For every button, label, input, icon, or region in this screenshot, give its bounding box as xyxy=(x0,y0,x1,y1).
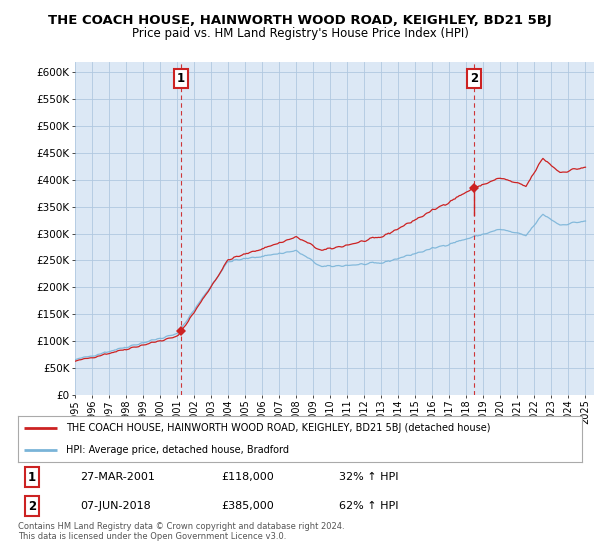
Text: THE COACH HOUSE, HAINWORTH WOOD ROAD, KEIGHLEY, BD21 5BJ: THE COACH HOUSE, HAINWORTH WOOD ROAD, KE… xyxy=(48,14,552,27)
Text: 2: 2 xyxy=(470,72,478,85)
Text: £385,000: £385,000 xyxy=(221,501,274,511)
Text: 1: 1 xyxy=(28,470,36,484)
Text: Contains HM Land Registry data © Crown copyright and database right 2024.
This d: Contains HM Land Registry data © Crown c… xyxy=(18,522,344,542)
Text: Price paid vs. HM Land Registry's House Price Index (HPI): Price paid vs. HM Land Registry's House … xyxy=(131,27,469,40)
Text: 27-MAR-2001: 27-MAR-2001 xyxy=(80,472,155,482)
Text: 2: 2 xyxy=(28,500,36,513)
Text: HPI: Average price, detached house, Bradford: HPI: Average price, detached house, Brad… xyxy=(66,445,289,455)
Text: £118,000: £118,000 xyxy=(221,472,274,482)
Text: 32% ↑ HPI: 32% ↑ HPI xyxy=(340,472,399,482)
Text: 62% ↑ HPI: 62% ↑ HPI xyxy=(340,501,399,511)
Text: 1: 1 xyxy=(177,72,185,85)
Text: THE COACH HOUSE, HAINWORTH WOOD ROAD, KEIGHLEY, BD21 5BJ (detached house): THE COACH HOUSE, HAINWORTH WOOD ROAD, KE… xyxy=(66,423,490,433)
Text: 07-JUN-2018: 07-JUN-2018 xyxy=(80,501,151,511)
